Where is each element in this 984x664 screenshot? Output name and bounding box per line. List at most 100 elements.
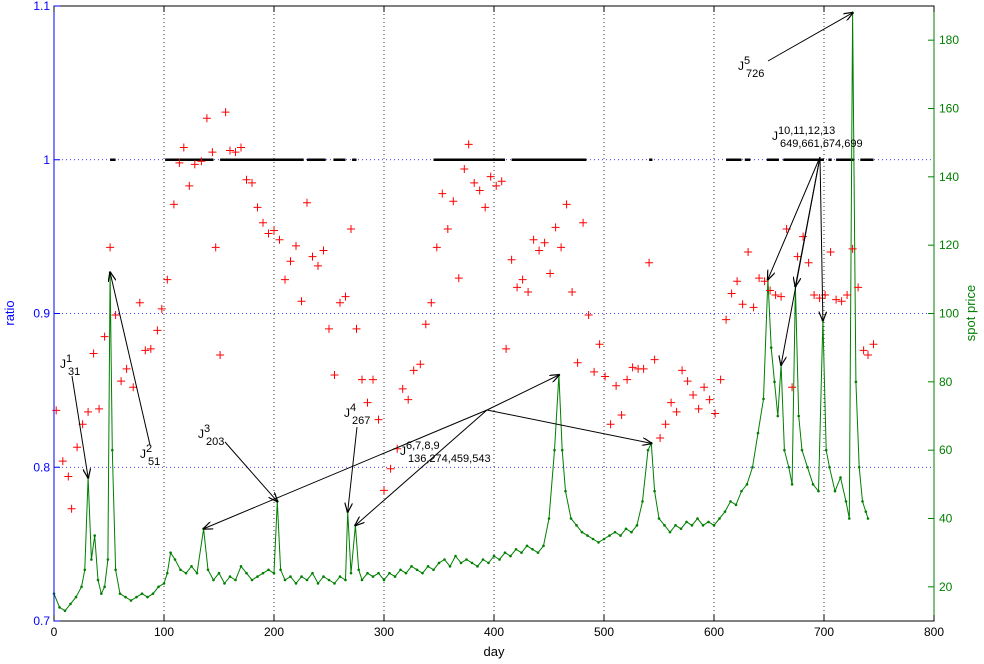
spot-price-point	[586, 534, 589, 537]
ratio-point	[568, 287, 577, 296]
ratio-point	[837, 297, 846, 306]
spot-price-point	[179, 568, 182, 572]
annotation-sub: 31	[68, 366, 80, 378]
ratio-point	[64, 472, 73, 481]
spot-price-point	[410, 565, 413, 568]
annotation-sub: 51	[148, 456, 160, 468]
ratio-point	[507, 255, 516, 264]
ratio-point	[799, 232, 808, 241]
spot-price-point	[129, 599, 133, 602]
axes: 0 100 200 300 400 500 600 700 800 0.7 0.8 0.9 1 1.1 20…	[33, 0, 959, 639]
spot-price-point	[118, 592, 122, 595]
annotation-label: J10,11,12,13 649,661,674,699	[772, 125, 863, 150]
ratio-point	[286, 257, 295, 266]
x-tick-label: 400	[484, 625, 504, 639]
ratio-point	[524, 287, 533, 296]
spot-price-point	[690, 524, 694, 527]
ratio-point	[551, 223, 560, 232]
ratio-point	[398, 384, 407, 393]
spot-price-point	[857, 465, 861, 469]
ratio-point	[606, 420, 615, 429]
ratio-point	[185, 181, 194, 190]
annotation-arrow	[355, 409, 488, 525]
spot-price-point	[322, 575, 325, 578]
spot-price-point	[146, 595, 149, 599]
spot-price-point	[239, 565, 243, 568]
ratio-point	[106, 243, 115, 252]
y-right-tick-label: 160	[939, 102, 959, 116]
ratio-point	[678, 366, 687, 375]
spot-price-point	[90, 558, 93, 561]
ratio-point	[584, 311, 593, 320]
ratio-point	[744, 248, 753, 256]
annotation-main: J	[738, 59, 744, 73]
spot-price-point	[520, 551, 523, 554]
spot-price-point	[344, 578, 347, 582]
spot-price-point	[256, 575, 259, 578]
ratio-point	[380, 486, 388, 495]
ratio-point	[386, 464, 395, 473]
y-right-tick-label: 180	[939, 33, 959, 47]
spot-price-point	[498, 558, 501, 561]
annotation-label: J6,7,8,9 136,274,459,543	[400, 440, 491, 465]
spot-price-point	[514, 547, 518, 551]
spot-price-point	[166, 571, 169, 575]
annotation-sub: 726	[746, 68, 764, 80]
spot-price-point	[833, 489, 837, 493]
ratio-point	[497, 177, 506, 186]
spot-price-point	[575, 524, 578, 527]
ratio-point	[275, 235, 284, 244]
spot-price-point	[140, 592, 144, 595]
ratio-point	[650, 355, 659, 364]
spot-price-point	[184, 571, 188, 575]
ratio-point	[438, 189, 447, 198]
spot-price-point	[93, 534, 96, 537]
spot-price-point	[800, 448, 804, 452]
spot-price-point	[674, 524, 677, 527]
ratio-point	[369, 375, 377, 384]
annotation-arrow	[204, 409, 488, 529]
ratio-point	[89, 349, 98, 358]
spot-price-point	[426, 565, 430, 568]
spot-price-point	[817, 489, 820, 493]
spot-price-point	[828, 465, 831, 469]
spot-price-point	[151, 592, 155, 595]
spot-price-point	[663, 524, 666, 527]
ratio-point	[738, 300, 747, 309]
spot-price-point	[371, 575, 375, 578]
spot-price-point	[261, 571, 265, 575]
ratio-point	[242, 175, 251, 184]
annotation-sup: 6,7,8,9	[406, 440, 440, 452]
spot-price-point	[864, 510, 868, 513]
spot-price-point	[443, 558, 446, 561]
spot-price-point	[228, 575, 232, 578]
spot-price-point	[333, 582, 336, 585]
spot-price-point	[635, 524, 639, 527]
x-tick-label: 800	[924, 625, 944, 639]
x-tick-label: 700	[814, 625, 834, 639]
ratio-point	[502, 344, 511, 353]
ratio-point	[308, 252, 317, 261]
y-right-tick-label: 140	[939, 170, 959, 184]
ratio-point	[749, 303, 758, 312]
ratio-point	[579, 218, 588, 227]
spot-price-point	[509, 554, 512, 558]
ratio-point	[432, 243, 441, 252]
spot-price-point	[357, 568, 361, 572]
ratio-series	[52, 108, 878, 513]
spot-price-point	[740, 489, 743, 493]
ratio-point	[421, 320, 430, 329]
spot-price-point	[63, 609, 67, 613]
spot-price-point	[762, 397, 765, 401]
spot-price-point	[300, 575, 303, 578]
ratio-point	[169, 200, 178, 209]
spot-price-point	[811, 483, 815, 486]
annotation-sub: 649,661,674,699	[780, 138, 863, 150]
ratio-point	[733, 277, 742, 286]
spot-price-point	[729, 500, 732, 503]
spot-price-point	[267, 568, 270, 572]
ratio-point	[722, 315, 731, 324]
spot-price-point	[448, 565, 452, 568]
ratio-point	[804, 258, 813, 267]
ratio-point	[336, 298, 344, 307]
